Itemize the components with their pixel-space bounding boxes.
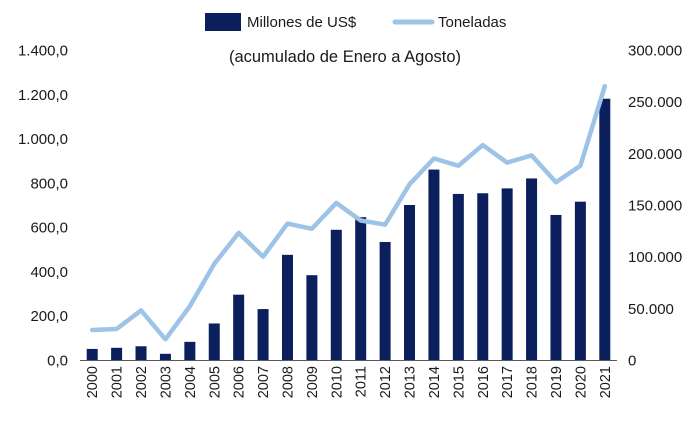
left-tick-label: 400,0 (30, 264, 68, 281)
right-tick-label: 200.000 (628, 146, 682, 163)
bar-2002 (135, 346, 147, 360)
x-tick-label: 2015 (451, 366, 467, 398)
x-tick-label: 2000 (85, 366, 101, 398)
x-tick-label: 2021 (598, 366, 614, 398)
legend-swatch-millones (205, 13, 241, 31)
bar-2010 (330, 229, 342, 360)
x-tick-label: 2016 (476, 366, 492, 398)
x-tick-label: 2014 (427, 366, 443, 398)
left-tick-label: 800,0 (30, 175, 68, 192)
right-tick-label: 50.000 (628, 301, 674, 318)
bar-2012 (379, 241, 391, 360)
x-tick-label: 2012 (378, 366, 394, 398)
left-tick-label: 1.200,0 (18, 87, 68, 104)
bar-2000 (86, 348, 98, 360)
bar-2018 (526, 178, 538, 360)
right-tick-label: 150.000 (628, 198, 682, 215)
right-axis: 0 50.000 100.000 150.000 200.000 250.000 300.0… (628, 43, 682, 370)
x-tick-label: 2019 (549, 366, 565, 398)
x-axis: 2000 2001 2002 2003 2004 2005 2006 2007 2008 2009… (85, 366, 614, 398)
x-tick-label: 2017 (500, 366, 516, 398)
bar-2006 (233, 294, 245, 360)
bar-2003 (159, 353, 171, 360)
x-tick-label: 2020 (573, 366, 589, 398)
line-series-toneladas (89, 83, 608, 342)
bar-2005 (208, 323, 220, 360)
x-tick-label: 2003 (158, 366, 174, 398)
bar-2009 (306, 275, 318, 360)
right-tick-label: 250.000 (628, 94, 682, 111)
bar-2020 (574, 201, 586, 360)
x-tick-label: 2010 (329, 366, 345, 398)
left-tick-label: 1.400,0 (18, 43, 68, 60)
x-tick-label: 2006 (232, 366, 248, 398)
bar-2021 (599, 98, 611, 360)
bar-2015 (452, 193, 464, 360)
right-tick-label: 0 (628, 353, 636, 370)
bar-2004 (184, 341, 196, 360)
left-tick-label: 200,0 (30, 308, 68, 325)
left-tick-label: 0,0 (47, 353, 68, 370)
bar-2007 (257, 309, 269, 360)
bar-2008 (281, 254, 293, 360)
legend-label-toneladas: Toneladas (438, 14, 506, 31)
x-tick-label: 2002 (134, 366, 150, 398)
right-tick-label: 100.000 (628, 249, 682, 266)
x-tick-label: 2005 (207, 366, 223, 398)
bar-2016 (477, 193, 489, 360)
left-axis: 0,0 200,0 400,0 600,0 800,0 1.000,0 1.200,0 1.4… (18, 43, 68, 370)
bar-2013 (404, 205, 416, 360)
legend-label-millones: Millones de US$ (247, 14, 357, 31)
x-tick-label: 2011 (354, 366, 370, 397)
x-tick-label: 2007 (256, 366, 272, 398)
legend: Millones de US$ Toneladas (205, 13, 506, 31)
x-tick-label: 2001 (110, 366, 126, 398)
bar-2017 (501, 188, 513, 360)
bar-2019 (550, 214, 562, 360)
bar-2014 (428, 169, 440, 360)
x-tick-label: 2008 (280, 366, 296, 398)
x-tick-label: 2004 (183, 366, 199, 398)
x-tick-label: 2018 (525, 366, 541, 398)
right-tick-label: 300.000 (628, 43, 682, 60)
left-tick-label: 600,0 (30, 220, 68, 237)
left-tick-label: 1.000,0 (18, 131, 68, 148)
bar-2011 (355, 217, 367, 360)
bar-series-millones (86, 98, 611, 360)
x-tick-label: 2013 (403, 366, 419, 398)
chart-subtitle: (acumulado de Enero a Agosto) (229, 48, 461, 66)
bar-2001 (111, 347, 123, 360)
x-tick-label: 2009 (305, 366, 321, 398)
